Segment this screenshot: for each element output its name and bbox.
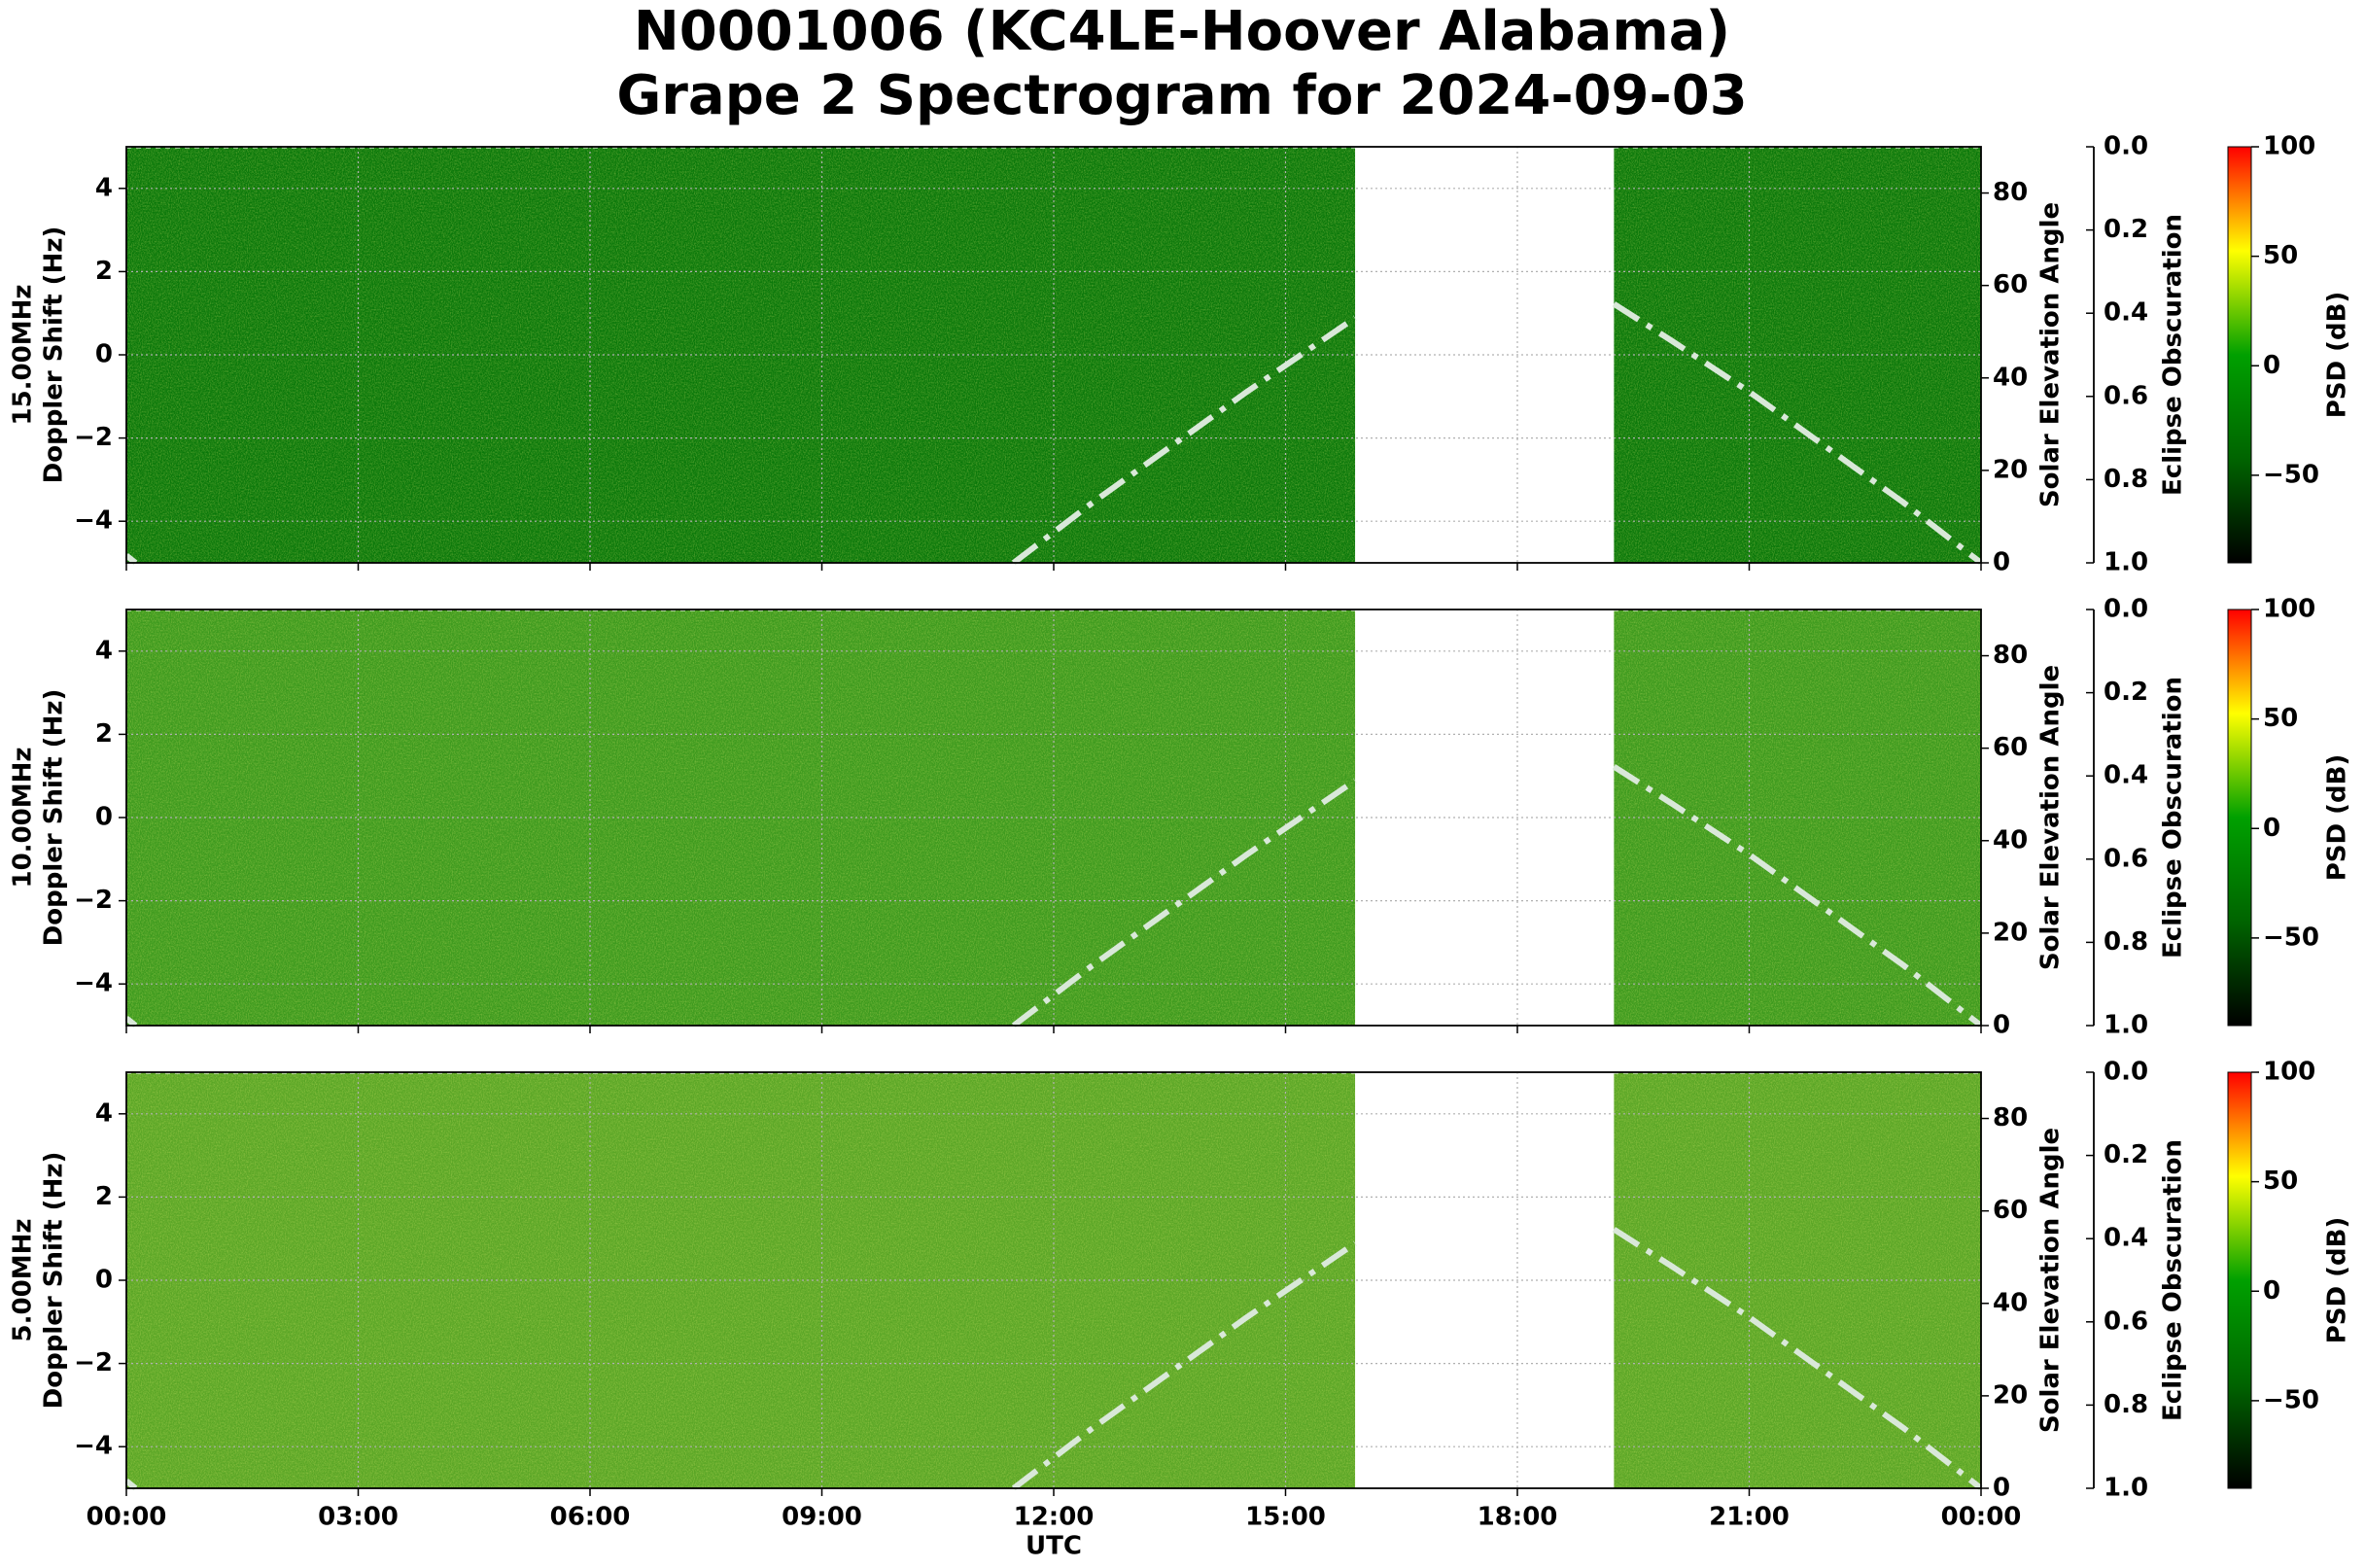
- panel-label: 5.00MHz: [9, 1219, 38, 1342]
- x-axis-label: UTC: [1026, 1532, 1082, 1561]
- y-tick-label: −4: [74, 1432, 113, 1461]
- y2-tick-label: 0: [1993, 1011, 2010, 1040]
- colorbar-tick-label: −50: [2263, 923, 2319, 952]
- y-tick-label: 2: [95, 257, 113, 286]
- y3-tick-label: 0.6: [2104, 1307, 2148, 1336]
- chart-title: N0001006 (KC4LE-Hoover Alabama): [634, 0, 1730, 63]
- y-tick-label: −4: [74, 969, 113, 998]
- plot-frame: [125, 609, 1982, 1027]
- solar-elevation-line: [124, 1227, 1983, 1491]
- y2-tick-label: 60: [1993, 1196, 2028, 1225]
- y3-tick-label: 0.4: [2104, 298, 2148, 328]
- y3-tick-label: 0.0: [2104, 595, 2148, 624]
- colorbar: [2227, 1071, 2252, 1489]
- y-tick-label: 2: [95, 719, 113, 749]
- colorbar-tick-label: −50: [2263, 460, 2319, 489]
- x-tick-label: 00:00: [87, 1503, 167, 1532]
- x-tick-label: 03:00: [318, 1503, 399, 1532]
- y3-tick-label: 1.0: [2104, 548, 2148, 577]
- y2-axis-label: Solar Elevation Angle: [2036, 1128, 2066, 1433]
- x-tick-label: 12:00: [1014, 1503, 1095, 1532]
- y-tick-label: 2: [95, 1182, 113, 1211]
- y3-axis-label: Eclipse Obscuration: [2159, 214, 2188, 496]
- y2-tick-label: 60: [1993, 733, 2028, 762]
- y2-axis-label: Solar Elevation Angle: [2036, 202, 2066, 507]
- y2-tick-label: 40: [1993, 825, 2028, 854]
- colorbar-tick-label: 50: [2263, 1167, 2298, 1196]
- colorbar-label: PSD (dB): [2323, 1217, 2352, 1344]
- y3-tick-label: 0.2: [2104, 215, 2148, 244]
- colorbar-tick-label: 0: [2263, 351, 2280, 380]
- colorbar-tick-label: 0: [2263, 1276, 2280, 1306]
- y2-tick-label: 40: [1993, 363, 2028, 392]
- colorbar-tick-label: −50: [2263, 1385, 2319, 1414]
- y2-tick-label: 80: [1993, 178, 2028, 207]
- plot-frame: [125, 1071, 1982, 1489]
- x-tick-label: 15:00: [1245, 1503, 1326, 1532]
- y-tick-label: −4: [74, 506, 113, 536]
- y-tick-label: 4: [95, 1098, 113, 1128]
- y3-tick-label: 0.4: [2104, 761, 2148, 790]
- y-tick-label: 4: [95, 173, 113, 202]
- y3-tick-label: 0.2: [2104, 1140, 2148, 1169]
- y3-tick-label: 0.6: [2104, 844, 2148, 873]
- y-tick-label: −2: [74, 886, 113, 915]
- y3-axis-label: Eclipse Obscuration: [2159, 1139, 2188, 1421]
- panel-label: 10.00MHz: [9, 747, 38, 888]
- y3-tick-label: 0.8: [2104, 927, 2148, 957]
- y-tick-label: 0: [95, 340, 113, 369]
- y2-tick-label: 0: [1993, 548, 2010, 577]
- y2-tick-label: 80: [1993, 1103, 2028, 1132]
- y2-tick-label: 20: [1993, 1380, 2028, 1410]
- colorbar-tick-label: 50: [2263, 241, 2298, 270]
- y3-tick-label: 0.6: [2104, 381, 2148, 410]
- y3-tick-label: 0.2: [2104, 678, 2148, 707]
- y3-axis-label: Eclipse Obscuration: [2159, 677, 2188, 958]
- y-axis-label: Doppler Shift (Hz): [40, 689, 69, 947]
- y2-tick-label: 20: [1993, 918, 2028, 947]
- colorbar-tick-label: 100: [2263, 132, 2315, 161]
- y3-tick-label: 0.0: [2104, 132, 2148, 161]
- x-tick-label: 06:00: [550, 1503, 631, 1532]
- y-tick-label: −2: [74, 423, 113, 452]
- y-tick-label: 4: [95, 636, 113, 665]
- colorbar-label: PSD (dB): [2323, 754, 2352, 882]
- plot-frame: [125, 146, 1982, 564]
- y2-tick-label: 20: [1993, 455, 2028, 484]
- y-axis-label: Doppler Shift (Hz): [40, 1152, 69, 1410]
- y3-tick-label: 1.0: [2104, 1011, 2148, 1040]
- colorbar-tick-label: 0: [2263, 814, 2280, 843]
- y3-tick-label: 0.0: [2104, 1058, 2148, 1087]
- y2-tick-label: 40: [1993, 1288, 2028, 1317]
- colorbar-tick-label: 100: [2263, 595, 2315, 624]
- y3-tick-label: 0.8: [2104, 1390, 2148, 1419]
- y3-tick-label: 1.0: [2104, 1474, 2148, 1503]
- x-tick-label: 21:00: [1709, 1503, 1790, 1532]
- chart-title: Grape 2 Spectrogram for 2024-09-03: [616, 64, 1747, 127]
- y-tick-label: 0: [95, 1266, 113, 1295]
- y-axis-label: Doppler Shift (Hz): [40, 226, 69, 484]
- y-tick-label: −2: [74, 1348, 113, 1377]
- colorbar-tick-label: 50: [2263, 704, 2298, 733]
- y2-axis-label: Solar Elevation Angle: [2036, 665, 2066, 970]
- colorbar-label: PSD (dB): [2323, 292, 2352, 419]
- x-tick-label: 09:00: [782, 1503, 862, 1532]
- solar-elevation-line: [124, 301, 1983, 566]
- y3-tick-label: 0.4: [2104, 1224, 2148, 1253]
- colorbar: [2227, 146, 2252, 564]
- panel-label: 15.00MHz: [9, 284, 38, 425]
- colorbar: [2227, 609, 2252, 1027]
- colorbar-tick-label: 100: [2263, 1058, 2315, 1087]
- y3-tick-label: 0.8: [2104, 465, 2148, 494]
- x-tick-label: 00:00: [1941, 1503, 2022, 1532]
- y2-tick-label: 80: [1993, 641, 2028, 670]
- y-tick-label: 0: [95, 803, 113, 832]
- y2-tick-label: 0: [1993, 1474, 2010, 1503]
- solar-elevation-line: [124, 764, 1983, 1028]
- x-tick-label: 18:00: [1478, 1503, 1558, 1532]
- y2-tick-label: 60: [1993, 270, 2028, 299]
